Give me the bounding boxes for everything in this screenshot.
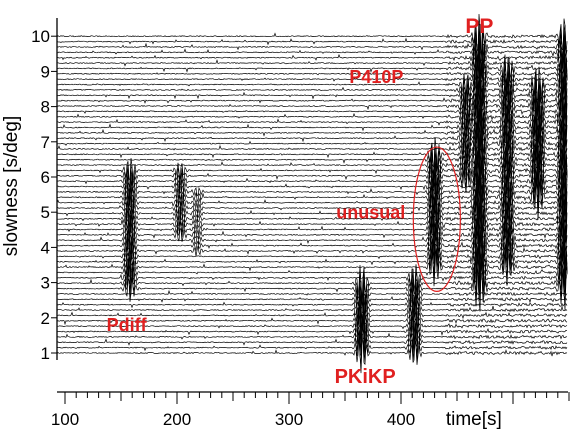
seismic-trace bbox=[56, 311, 568, 351]
seismic-trace bbox=[56, 305, 568, 337]
seismic-trace bbox=[56, 307, 568, 344]
y-tick-label: 10 bbox=[31, 27, 50, 46]
seismic-trace bbox=[56, 208, 568, 254]
seismic-trace bbox=[56, 145, 568, 188]
seismic-trace bbox=[56, 54, 568, 105]
phase-annotations: Pdiff PKiKP P410P unusual PP bbox=[107, 15, 494, 388]
seismic-trace bbox=[56, 233, 568, 277]
seismic-trace bbox=[56, 217, 568, 263]
phase-label: P410P bbox=[349, 67, 403, 87]
phase-label: Pdiff bbox=[107, 315, 148, 335]
y-tick-label: 6 bbox=[41, 168, 50, 187]
seismic-trace bbox=[56, 284, 568, 323]
phase-label: PP bbox=[465, 15, 493, 38]
seismic-trace bbox=[56, 108, 568, 158]
seismic-trace bbox=[56, 13, 568, 61]
seismic-trace bbox=[56, 297, 568, 335]
seismic-trace bbox=[57, 39, 568, 85]
seismic-trace bbox=[56, 119, 568, 159]
y-tick-label: 2 bbox=[41, 309, 50, 328]
seismic-trace bbox=[57, 215, 568, 256]
seismic-trace bbox=[56, 128, 568, 177]
y-tick-label: 8 bbox=[41, 98, 50, 117]
x-tick-label: 300 bbox=[275, 410, 303, 429]
x-tick-label: 200 bbox=[163, 410, 191, 429]
tick-labels: 1 2 3 4 5 6 7 8 9 10 100 200 300 400 bbox=[31, 27, 415, 429]
seismic-trace bbox=[56, 120, 568, 168]
seismic-trace bbox=[56, 316, 568, 355]
seismic-trace bbox=[56, 124, 568, 175]
seismic-trace bbox=[56, 84, 568, 131]
seismic-trace bbox=[56, 221, 568, 270]
seismic-trace bbox=[56, 246, 568, 293]
x-tick-label: 100 bbox=[51, 410, 79, 429]
seismic-trace bbox=[57, 103, 568, 151]
y-tick-label: 9 bbox=[41, 62, 50, 81]
seismic-trace bbox=[56, 51, 568, 99]
seismic-trace bbox=[56, 198, 568, 249]
y-tick-label: 7 bbox=[41, 133, 50, 152]
x-axis-label: time[s] bbox=[446, 409, 502, 430]
y-tick-label: 5 bbox=[41, 203, 50, 222]
y-tick-label: 1 bbox=[41, 344, 50, 363]
seismic-trace bbox=[57, 97, 568, 145]
unusual-region-ellipse bbox=[412, 146, 461, 293]
seismic-trace bbox=[56, 32, 568, 81]
seismic-trace bbox=[56, 241, 568, 284]
seismic-trace bbox=[56, 190, 568, 234]
phase-label: unusual bbox=[336, 203, 405, 223]
phase-label: PKiKP bbox=[335, 366, 396, 388]
seismic-trace bbox=[56, 24, 568, 69]
seismic-trace bbox=[56, 282, 568, 315]
y-tick-label: 3 bbox=[41, 274, 50, 293]
seismic-trace bbox=[56, 332, 568, 365]
seismic-trace bbox=[56, 26, 568, 79]
seismic-trace bbox=[56, 149, 568, 196]
y-axis-label: slowness [s/deg] bbox=[1, 116, 22, 256]
axes bbox=[51, 18, 570, 404]
seismic-trace bbox=[56, 225, 568, 274]
seismic-traces bbox=[56, 13, 568, 374]
seismic-trace bbox=[56, 91, 568, 136]
seismic-trace bbox=[56, 23, 568, 63]
seismic-trace bbox=[56, 335, 568, 374]
seismic-trace bbox=[56, 181, 568, 229]
x-tick-label: 400 bbox=[387, 410, 415, 429]
y-tick-label: 4 bbox=[41, 238, 50, 257]
seismic-trace bbox=[56, 277, 568, 312]
seismic-trace bbox=[56, 137, 568, 183]
seismic-trace bbox=[56, 324, 568, 359]
seismic-trace bbox=[56, 290, 568, 330]
